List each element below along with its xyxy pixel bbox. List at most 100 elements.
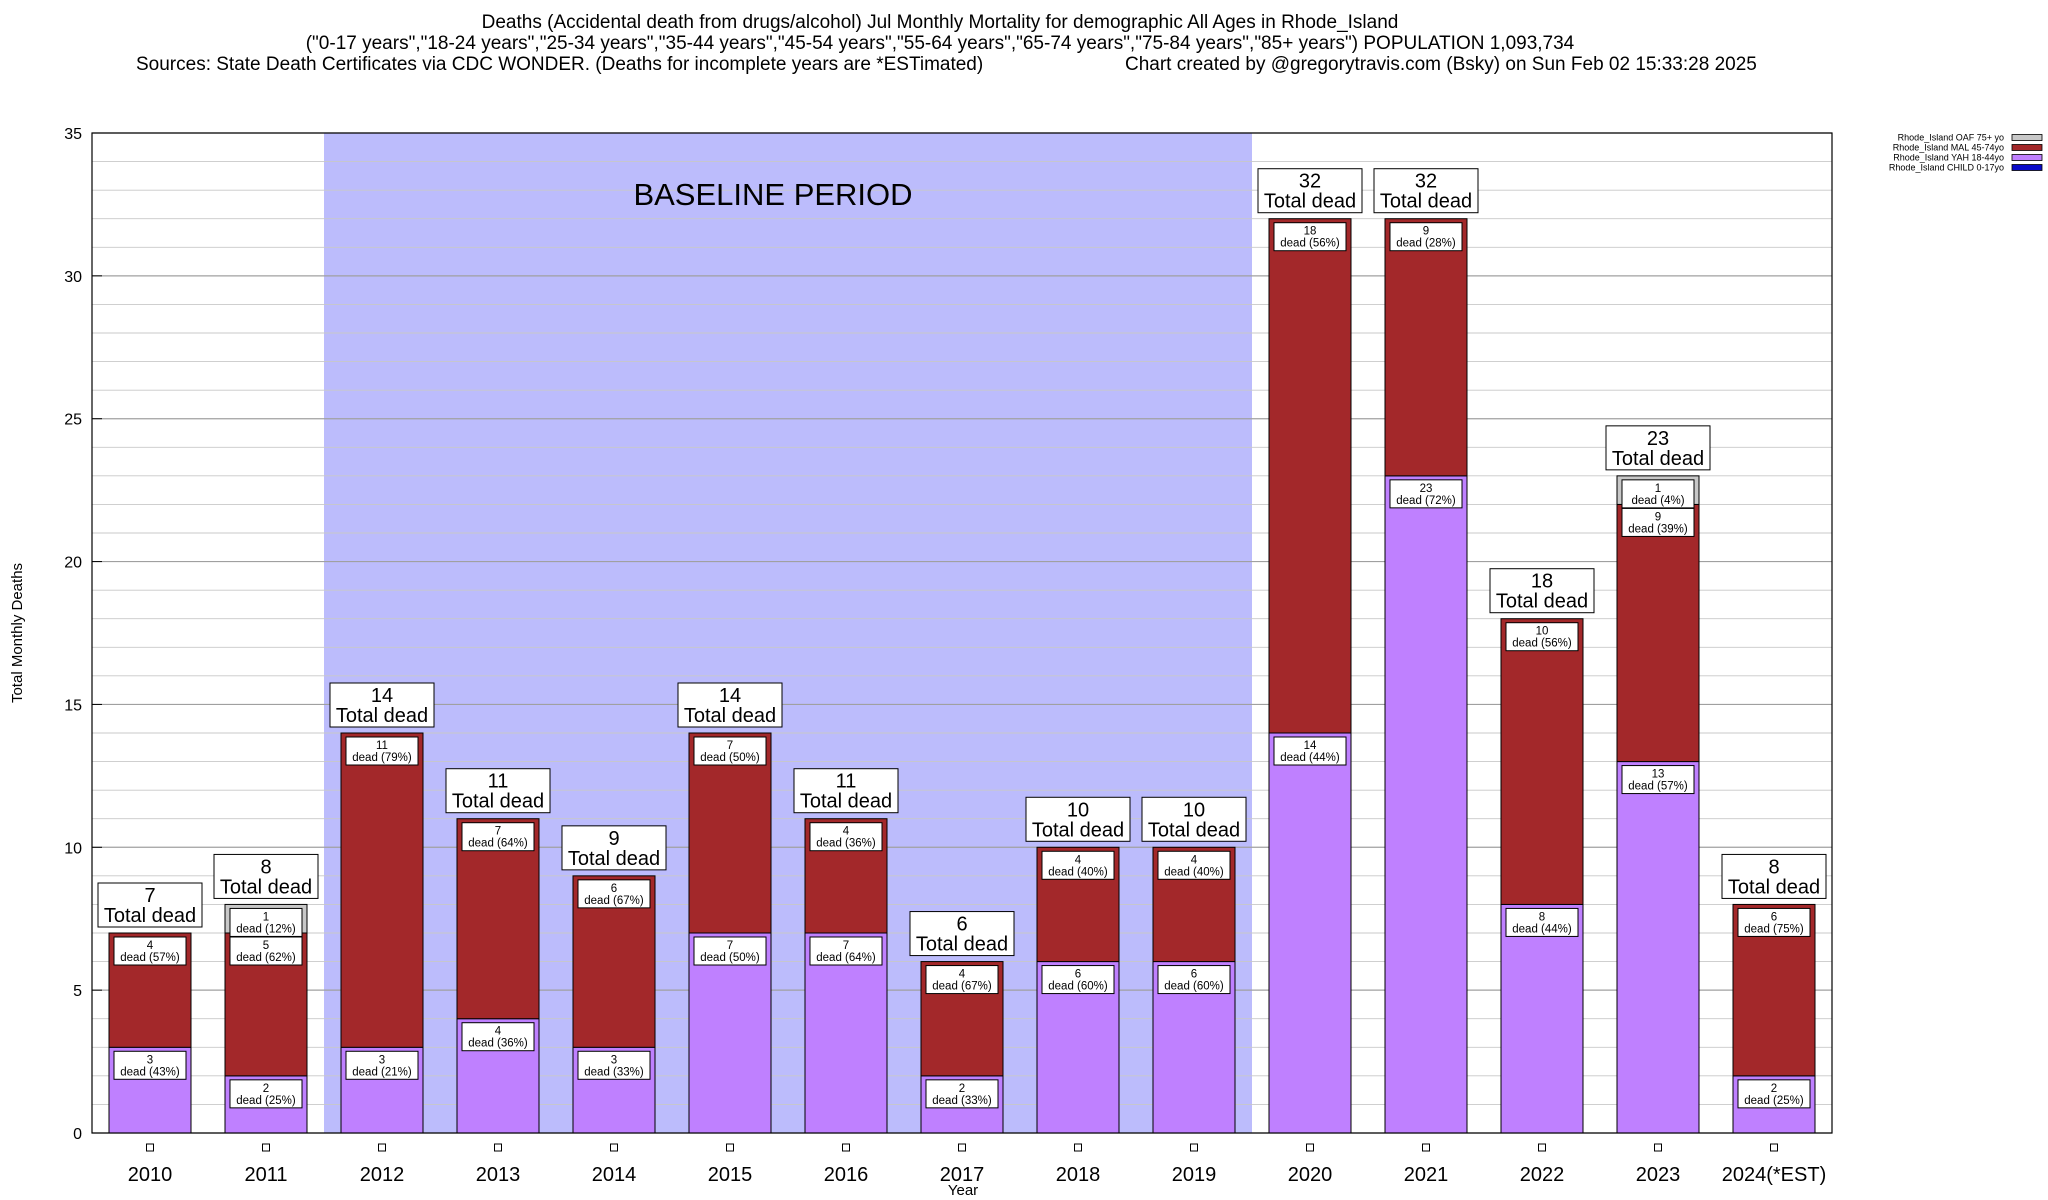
segment-label-count: 9 bbox=[1423, 226, 1429, 238]
segment-label-text: dead (44%) bbox=[1280, 752, 1340, 764]
total-label-value: 8 bbox=[1768, 856, 1779, 878]
segment-label-count: 11 bbox=[376, 740, 388, 752]
segment-label-text: dead (62%) bbox=[236, 952, 296, 964]
segment-label-text: dead (44%) bbox=[1512, 923, 1572, 935]
segment-label-box bbox=[1157, 965, 1231, 995]
x-tick-label: 2019 bbox=[1172, 1164, 1217, 1186]
bar-segment-yah bbox=[1268, 732, 1352, 1134]
segment-label-box bbox=[1389, 222, 1463, 252]
segment-label-box bbox=[1737, 907, 1811, 937]
segment-label-count: 4 bbox=[843, 826, 850, 838]
legend-swatch bbox=[2011, 144, 2043, 151]
total-label-box bbox=[561, 825, 667, 871]
segment-label-count: 6 bbox=[611, 883, 617, 895]
legend-item: Rhode_Island MAL 45-74yo bbox=[1893, 143, 2043, 153]
segment-label-text: dead (25%) bbox=[236, 1095, 296, 1107]
segment-label-count: 3 bbox=[379, 1054, 385, 1066]
segment-label-text: dead (28%) bbox=[1396, 238, 1456, 250]
segment-label-text: dead (33%) bbox=[932, 1095, 992, 1107]
segment-label-text: dead (43%) bbox=[120, 1066, 180, 1078]
x-tick-marker bbox=[958, 1143, 966, 1152]
segment-label-text: dead (12%) bbox=[236, 923, 296, 935]
segment-label-count: 7 bbox=[843, 940, 849, 952]
x-tick-marker bbox=[1654, 1143, 1662, 1152]
y-tick-label: 15 bbox=[64, 697, 82, 714]
total-label-box bbox=[1025, 796, 1131, 842]
segment-label-count: 9 bbox=[1655, 511, 1661, 523]
total-label-text: Total dead bbox=[1148, 819, 1240, 841]
segment-label-text: dead (79%) bbox=[352, 752, 412, 764]
segment-label-count: 23 bbox=[1420, 483, 1433, 495]
bar-segment-mal bbox=[688, 732, 772, 934]
y-tick-label: 5 bbox=[73, 983, 82, 1000]
total-label-text: Total dead bbox=[1380, 191, 1472, 213]
total-label-value: 14 bbox=[719, 685, 741, 707]
segment-label-text: dead (64%) bbox=[816, 952, 876, 964]
bar-segment-mal bbox=[1268, 218, 1352, 734]
bar-segment-yah bbox=[1384, 475, 1468, 1134]
total-label-box bbox=[329, 682, 435, 728]
total-label-text: Total dead bbox=[568, 848, 660, 870]
segment-label-count: 1 bbox=[263, 911, 269, 923]
legend-label: Rhode_Island YAH 18-44yo bbox=[1893, 153, 2004, 163]
total-label-value: 32 bbox=[1299, 171, 1321, 193]
segment-label-count: 2 bbox=[263, 1083, 269, 1095]
legend-item: Rhode_Island CHILD 0-17yo bbox=[1889, 163, 2043, 173]
segment-label-count: 6 bbox=[1771, 911, 1777, 923]
segment-label-count: 18 bbox=[1304, 226, 1317, 238]
x-tick-label: 2020 bbox=[1288, 1164, 1333, 1186]
segment-label-box bbox=[925, 965, 999, 995]
total-label-text: Total dead bbox=[800, 791, 892, 813]
bar-segment-yah bbox=[1616, 761, 1700, 1134]
segment-label-box bbox=[113, 936, 187, 966]
segment-label-count: 6 bbox=[1191, 969, 1197, 981]
total-label-value: 9 bbox=[608, 828, 619, 850]
segment-label-count: 10 bbox=[1536, 626, 1549, 638]
x-tick-label: 2012 bbox=[360, 1164, 405, 1186]
total-label-value: 11 bbox=[836, 771, 857, 793]
total-label-box bbox=[1489, 568, 1595, 614]
legend-swatch bbox=[2011, 154, 2043, 161]
total-label-box bbox=[213, 853, 319, 899]
total-label-box bbox=[445, 768, 551, 814]
x-tick-marker bbox=[842, 1143, 850, 1152]
segment-label-count: 7 bbox=[495, 826, 501, 838]
total-label-value: 10 bbox=[1183, 799, 1205, 821]
total-label-value: 18 bbox=[1531, 571, 1553, 593]
legend-label: Rhode_Island CHILD 0-17yo bbox=[1889, 163, 2004, 173]
y-axis-label: Total Monthly Deaths bbox=[9, 563, 26, 703]
total-label-value: 23 bbox=[1647, 428, 1669, 450]
segment-label-box bbox=[229, 936, 303, 966]
bar-segment-yah bbox=[1500, 903, 1584, 1134]
segment-label-box bbox=[693, 936, 767, 966]
total-label-box bbox=[1721, 853, 1827, 899]
bar-segment-mal bbox=[456, 818, 540, 1020]
segment-label-box bbox=[461, 822, 535, 852]
y-tick-label: 25 bbox=[64, 412, 82, 429]
